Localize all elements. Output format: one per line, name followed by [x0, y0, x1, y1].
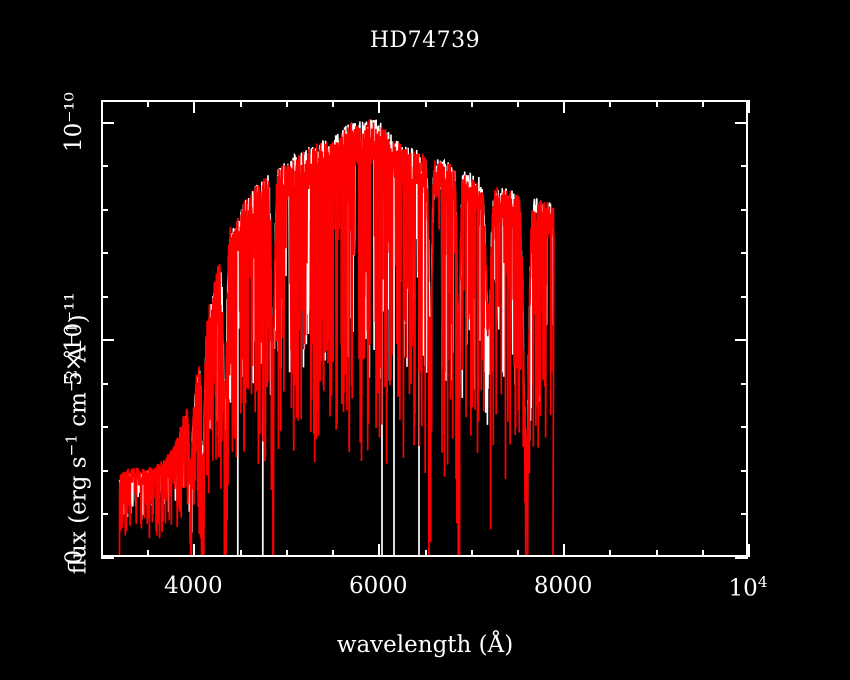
x-tick-3500 — [147, 550, 150, 557]
y-tick-right-4 — [741, 382, 748, 385]
x-tick-10000 — [748, 544, 750, 557]
y-tick-right-6 — [741, 295, 748, 298]
ylabel-exp-2: −2 — [62, 369, 81, 393]
y-tick-0 — [101, 557, 114, 559]
y-tick-2 — [101, 469, 108, 472]
y-tick-3 — [101, 426, 108, 429]
x-axis-label: wavelength (Å) — [336, 632, 514, 658]
ylabel-exp-3: −1 — [62, 323, 81, 346]
y-tick-1 — [101, 513, 108, 516]
y-tick-right-5 — [735, 339, 748, 342]
x-tick-label-3: 104 — [728, 573, 768, 602]
x-tick-9500 — [701, 550, 704, 557]
y-tick-5 — [101, 339, 114, 342]
x-tick-5000 — [285, 550, 288, 557]
x-tick-label-2: 8000 — [533, 573, 593, 599]
x-tick-top-8000 — [563, 100, 566, 113]
y-tick-6 — [101, 295, 108, 298]
x-tick-top-5500 — [332, 100, 335, 107]
x-tick-6000 — [378, 544, 381, 557]
page-title: HD74739 — [369, 28, 481, 53]
ylabel-mid-2: Å — [65, 345, 92, 370]
y-tick-right-9 — [741, 165, 748, 168]
x-tick-top-5000 — [285, 100, 288, 107]
x-tick-6500 — [424, 550, 427, 557]
ylabel-exp-1: −1 — [62, 434, 81, 457]
x-tick-4000 — [193, 544, 196, 557]
x-tick-7500 — [516, 550, 519, 557]
x-tick-top-8500 — [609, 100, 612, 107]
x-tick-8000 — [563, 544, 566, 557]
x-tick-label-1: 6000 — [349, 573, 408, 599]
x-tick-top-7500 — [516, 100, 519, 107]
y-tick-right-3 — [741, 426, 748, 429]
x-tick-top-3000 — [101, 100, 103, 107]
plot-canvas — [101, 100, 748, 557]
x-tick-3000 — [101, 550, 103, 557]
y-tick-right-7 — [741, 252, 748, 255]
x-tick-5500 — [332, 550, 335, 557]
x-tick-top-4500 — [239, 100, 242, 107]
y-tick-10 — [101, 121, 114, 124]
y-tick-right-8 — [741, 208, 748, 211]
x-tick-top-9500 — [701, 100, 704, 107]
y-tick-right-0 — [735, 557, 748, 559]
x-tick-7000 — [470, 550, 473, 557]
x-tick-8500 — [609, 550, 612, 557]
y-tick-right-2 — [741, 469, 748, 472]
observed-spectrum-red — [118, 119, 735, 557]
spectrum-svg — [118, 119, 735, 557]
x-tick-top-7000 — [470, 100, 473, 107]
y-axis-label-wrapper: flux (erg s−1 cm−2 Å−1) — [42, 120, 92, 574]
x-tick-top-4000 — [193, 100, 196, 113]
ylabel-suffix: ) — [65, 314, 92, 324]
x-tick-4500 — [239, 550, 242, 557]
y-axis-label: flux (erg s−1 cm−2 Å−1) — [63, 254, 92, 634]
x-tick-top-6500 — [424, 100, 427, 107]
y-tick-8 — [101, 208, 108, 211]
ylabel-mid-1: cm — [65, 392, 92, 435]
x-tick-top-9000 — [655, 100, 658, 107]
x-tick-top-10000 — [748, 100, 750, 113]
y-tick-4 — [101, 382, 108, 385]
y-tick-7 — [101, 252, 108, 255]
y-tick-right-1 — [741, 513, 748, 516]
x-tick-label-0: 4000 — [164, 573, 223, 599]
x-tick-top-6000 — [378, 100, 381, 113]
x-tick-top-3500 — [147, 100, 150, 107]
x-tick-9000 — [655, 550, 658, 557]
y-tick-right-10 — [735, 121, 748, 124]
y-tick-9 — [101, 165, 108, 168]
ylabel-prefix: flux (erg s — [65, 456, 92, 575]
